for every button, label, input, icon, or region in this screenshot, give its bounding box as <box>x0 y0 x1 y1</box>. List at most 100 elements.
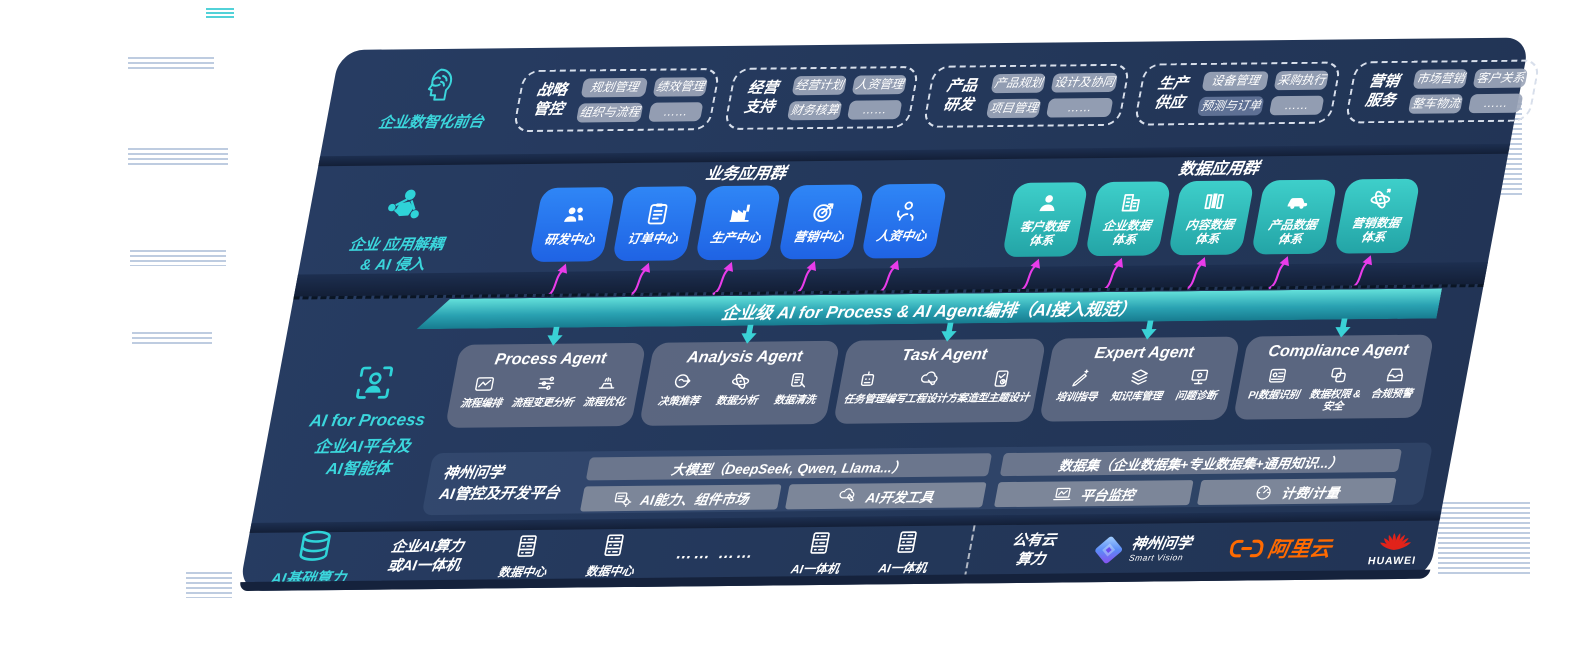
tile-content-data: 内容数据 体系 <box>1167 180 1255 256</box>
teal-down-arrow <box>941 322 957 342</box>
glitch-stripes <box>1438 502 1530 574</box>
data-analysis-atom-icon <box>731 373 749 390</box>
process-agent-card: Process Agent 流程编排 流程变更分析 流程优化 <box>444 326 647 429</box>
ai-market-icon <box>614 492 631 507</box>
tile-order-center: 订单中心 <box>611 186 699 262</box>
group-chip: 产品规划 <box>990 73 1047 94</box>
customer-icon <box>1039 195 1055 212</box>
factory-icon <box>728 204 750 223</box>
group-marketing: 营销 服务 市场营销 客户关系 整车物流 …… <box>1344 59 1541 124</box>
agent-title: Analysis Agent <box>685 348 804 367</box>
magenta-flow-arrow <box>1350 255 1372 289</box>
id-card-icon <box>1268 368 1286 383</box>
node-label: AI一体机 <box>877 560 929 575</box>
group-chip: …… <box>846 100 903 121</box>
group-chip: 采购执行 <box>1273 70 1330 91</box>
gauge-icon <box>1256 485 1271 500</box>
agent-item-label: 知识库管理 <box>1109 390 1164 403</box>
rail-apps-label: 企业 应用解耦 & AI 侵入 <box>347 235 446 275</box>
agent-item-label: 流程优化 <box>582 396 626 409</box>
molecule-icon <box>388 189 419 219</box>
magenta-flow-arrow <box>1018 258 1040 292</box>
person-frame-icon <box>356 366 394 399</box>
warning-tray-icon <box>1386 368 1403 382</box>
monitor-chip: 平台监控 <box>993 480 1194 508</box>
knowledge-layers-icon <box>1131 369 1149 385</box>
agent-title: Process Agent <box>493 350 608 369</box>
model-group: 大模型（DeepSeek, Qwen, Llama...） AI能力、组件市场 … <box>579 453 993 512</box>
datacenter-node: 数据中心 <box>584 531 641 579</box>
group-chip: 预测与订单 <box>1196 96 1265 117</box>
agent-item-label: 流程变更分析 <box>510 396 575 410</box>
group-chip: 设计及协同 <box>1050 72 1119 93</box>
agent-item-label: 数据权限 & 安全 <box>1308 388 1362 413</box>
tile-label: 人资中心 <box>875 229 928 244</box>
task-robot-icon <box>861 371 875 386</box>
magenta-flow-arrow <box>794 261 816 295</box>
training-pen-icon <box>1071 369 1089 387</box>
diagnosis-board-icon <box>1191 369 1209 385</box>
dev-tools-icon <box>839 488 855 502</box>
model-bar: 大模型（DeepSeek, Qwen, Llama...） <box>585 453 993 481</box>
rail-ai-label-cn: 企业AI平台及 AI智能体 <box>312 438 413 478</box>
billing-chip: 计费/计量 <box>1196 477 1397 506</box>
group-production: 生产 供应 设备管理 采购执行 预测与订单 …… <box>1133 61 1342 127</box>
analysis-agent-card: Analysis Agent 决策推荐 数据分析 数据清洗 <box>639 324 841 427</box>
data-clean-icon <box>790 372 805 388</box>
dev-tools-chip: AI开发工具 <box>784 482 987 510</box>
aliyun-bracket-icon <box>1230 539 1264 558</box>
orchestration-bar-title: 企业级 AI for Process & AI Agent编排（AI接入规范） <box>719 299 1138 323</box>
hr-people-icon <box>896 201 914 222</box>
datacenter-node: 数据中心 <box>497 532 554 580</box>
group-chip: …… <box>1268 95 1325 116</box>
agent-item-label: 合规预警 <box>1369 387 1414 401</box>
rail-infra-label: AI基础算力 <box>269 569 348 588</box>
group-chip: …… <box>1045 98 1114 118</box>
compliance-agent-card: Compliance Agent PI数据识别 数据权限 & 安全 合规预警 <box>1232 318 1435 420</box>
rail-ai-label-en: AI for Process <box>308 410 427 431</box>
chip-label: 计费/计量 <box>1280 485 1341 501</box>
glitch-stripes <box>130 250 226 266</box>
data-apps-title: 数据应用群 <box>1177 160 1261 179</box>
tile-label: 产品数据 体系 <box>1267 217 1319 246</box>
tile-product-data: 产品数据 体系 <box>1250 179 1338 255</box>
szwx-subtitle: Smart Vision <box>1128 552 1185 563</box>
magenta-flow-arrow <box>1267 256 1289 290</box>
agent-item-label: 编写工程设计方案 <box>883 392 969 406</box>
platform-board: 企业数智化前台 企业 应用解耦 & AI 侵入 <box>238 37 1541 592</box>
group-chip: 整车物流 <box>1407 94 1464 115</box>
agent-item-label: 任务管理 <box>842 393 887 406</box>
magenta-flow-arrow <box>1184 256 1206 291</box>
glitch-stripes <box>132 332 212 344</box>
teal-down-arrow <box>1141 320 1157 340</box>
dataset-group: 数据集（企业数据集+专业数据集+通用知识...） 平台监控 计费/计量 <box>993 448 1403 508</box>
aliyun-logo: 阿里云 <box>1227 533 1334 564</box>
expert-agent-card: Expert Agent 培训指导 知识库管理 问题诊断 <box>1038 320 1241 422</box>
tile-label: 客户数据 体系 <box>1018 219 1070 248</box>
teal-down-arrow <box>1335 318 1351 338</box>
tile-hr-center: 人资中心 <box>860 183 948 259</box>
tile-production-center: 生产中心 <box>694 185 782 261</box>
public-cloud-text: 公有云 算力 <box>1010 532 1058 568</box>
ai-brain-head-icon <box>427 68 453 101</box>
magenta-flow-arrow <box>877 260 899 294</box>
group-chip: 绩效管理 <box>652 77 709 97</box>
node-label: 数据中心 <box>496 564 548 579</box>
agent-item-label: 数据清洗 <box>772 394 817 407</box>
dashed-divider <box>964 525 976 578</box>
agent-item-label: 造型主题设计 <box>966 391 1031 405</box>
tile-label: 研发中心 <box>543 232 596 248</box>
teal-down-arrow <box>741 324 757 344</box>
glitch-stripes <box>186 572 232 598</box>
group-strategy: 战略 管控 规划管理 绩效管理 组织与流程 …… <box>512 68 721 133</box>
server-icon <box>810 531 830 554</box>
group-chip: 市场营销 <box>1412 69 1469 89</box>
cloud-write-icon <box>921 371 938 386</box>
agent-item-label: 数据分析 <box>714 394 759 408</box>
magenta-flow-arrow <box>711 261 733 296</box>
agent-cards: Process Agent 流程编排 流程变更分析 流程优化 Analysis … <box>444 318 1435 429</box>
database-icon <box>298 530 331 561</box>
agent-item-label: 决策推荐 <box>656 395 701 408</box>
tile-label: 生产中心 <box>709 230 762 246</box>
magenta-flow-arrow <box>1101 257 1123 292</box>
